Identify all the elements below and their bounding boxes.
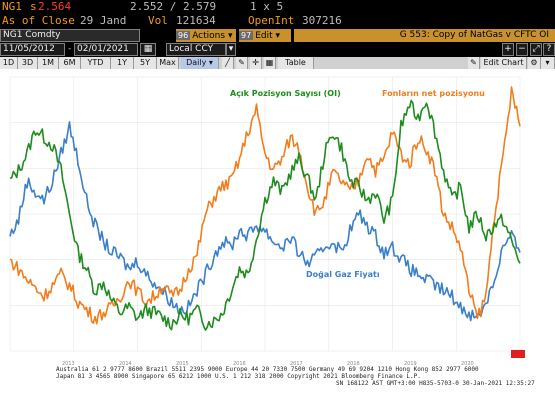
crosshair-icon[interactable]: ✛ — [250, 57, 262, 69]
date-range-row: 11/05/2012 - 02/01/2021 ▦ Local CCY ▾ + … — [0, 43, 555, 56]
footer-line-1: Australia 61 2 9777 8600 Brazil 5511 239… — [56, 366, 479, 373]
title-bar: NG1 Comdty 96 Actions ▾ 97 Edit ▾ G 553: C… — [0, 29, 555, 42]
footer-line-2: Japan 81 3 4565 8900 Singapore 65 6212 1… — [56, 373, 421, 380]
vol-label: Vol — [148, 14, 168, 27]
security-text: NG1 Comdty — [3, 30, 61, 40]
legend-gas-price: Doğal Gaz Fiyatı — [306, 270, 380, 279]
line-chart-icon[interactable]: ╱ — [222, 57, 234, 69]
edit-number: 97 — [239, 31, 254, 40]
x-axis-labels: 2013 2014 2015 2016 2017 2018 2019 2020 — [62, 361, 474, 367]
start-date-field[interactable]: 11/05/2012 — [0, 43, 65, 56]
calendar-icon[interactable]: ▦ — [140, 43, 156, 56]
graph-title: G 553: Copy of NatGas v CFTC OI — [399, 30, 549, 40]
zoom-out-icon[interactable]: − — [516, 43, 528, 56]
size-label: 1 x 5 — [250, 0, 284, 13]
quote-header-row1: NG1 s 2.564 2.552 / 2.579 1 x 5 — [0, 0, 555, 14]
chart-series — [9, 86, 521, 331]
help-icon[interactable]: ? — [543, 43, 555, 56]
start-date-text: 11/05/2012 — [3, 44, 55, 54]
chevron-down-icon: ▾ — [275, 31, 281, 41]
period-1d-button[interactable]: 1D — [0, 57, 18, 69]
pencil-icon[interactable]: ✎ — [468, 57, 480, 69]
x-tick-label: 2014 — [119, 361, 132, 367]
x-tick-label: 2016 — [233, 361, 246, 367]
x-tick-label: 2020 — [461, 361, 474, 367]
openint-value: 307216 — [302, 14, 342, 27]
period-max-button[interactable]: Max — [157, 57, 179, 69]
chevron-down-icon[interactable]: ▾ — [541, 57, 555, 69]
series-gas-price-line — [9, 121, 521, 322]
footer: Australia 61 2 9777 8600 Brazil 5511 239… — [0, 365, 555, 400]
period-1m-button[interactable]: 1M — [38, 57, 59, 69]
x-tick-label: 2018 — [347, 361, 360, 367]
edit-label: Edit — [255, 31, 273, 41]
period-ytd-button[interactable]: YTD — [81, 57, 111, 69]
last-price: 2.564 — [38, 0, 72, 13]
x-tick-label: 2013 — [62, 361, 75, 367]
currency-select[interactable]: Local CCY — [166, 43, 226, 56]
series-oi-line — [9, 99, 521, 331]
last-prefix: s — [30, 0, 37, 13]
period-6m-button[interactable]: 6M — [59, 57, 81, 69]
actions-menu[interactable]: 96 Actions ▾ — [176, 29, 236, 42]
quote-header-row2: As of Close 29 Jand Vol 121634 OpenInt 3… — [0, 14, 555, 28]
chevron-down-icon: ▾ — [227, 31, 233, 41]
ticker-label: NG1 — [2, 0, 22, 13]
period-toolbar: 1D 3D 1M 6M YTD 1Y 5Y Max Daily ▾ ╱ ✎ ✛ … — [0, 57, 555, 69]
actions-label: Actions — [192, 31, 226, 41]
x-tick-label: 2019 — [404, 361, 417, 367]
table-button[interactable]: Table — [278, 57, 314, 69]
period-5y-button[interactable]: 5Y — [134, 57, 157, 69]
price-chart[interactable]: 2013 2014 2015 2016 2017 2018 2019 2020 Açık Po… — [0, 69, 555, 367]
period-1y-button[interactable]: 1Y — [111, 57, 134, 69]
chevron-down-icon[interactable]: ▾ — [226, 43, 236, 56]
legend-net-position: Fonların net pozisyonu — [382, 89, 485, 98]
x-tick-label: 2015 — [176, 361, 189, 367]
zoom-in-icon[interactable]: + — [502, 43, 514, 56]
grid-icon[interactable]: ▦ — [264, 57, 276, 69]
series-net-position-line — [9, 86, 521, 325]
end-date-field[interactable]: 02/01/2021 — [74, 43, 138, 56]
chart-grid — [9, 76, 521, 352]
chart-background — [0, 69, 555, 367]
openint-label: OpenInt — [248, 14, 295, 27]
x-tick-label: 2017 — [290, 361, 303, 367]
draw-icon[interactable]: ✎ — [236, 57, 248, 69]
bid-ask: 2.552 / 2.579 — [130, 0, 217, 13]
footer-line-3: SN 168122 AST GMT+3:00 H835-5703-0 30-Ja… — [336, 380, 535, 387]
legend-oi: Açık Pozisyon Sayısı (OI) — [230, 89, 341, 98]
frequency-select[interactable]: Daily ▾ — [181, 57, 219, 69]
frequency-text: Daily — [186, 58, 207, 67]
current-value-marker — [511, 350, 525, 358]
vol-value: 121634 — [176, 14, 216, 27]
end-date-text: 02/01/2021 — [77, 44, 129, 54]
edit-chart-button[interactable]: Edit Chart — [481, 57, 527, 69]
as-of-label: As of Close — [2, 14, 75, 27]
expand-icon[interactable]: ⤢ — [530, 43, 542, 56]
edit-menu[interactable]: 97 Edit ▾ — [239, 29, 291, 42]
settings-icon[interactable]: ⚙ — [528, 57, 541, 69]
graph-title-bar: G 553: Copy of NatGas v CFTC OI — [294, 29, 555, 42]
date-separator: - — [67, 44, 73, 54]
actions-number: 96 — [176, 31, 191, 40]
security-field[interactable]: NG1 Comdty — [0, 29, 140, 42]
period-3d-button[interactable]: 3D — [18, 57, 38, 69]
currency-text: Local CCY — [169, 44, 214, 54]
as-of-date: 29 Jand — [80, 14, 127, 27]
